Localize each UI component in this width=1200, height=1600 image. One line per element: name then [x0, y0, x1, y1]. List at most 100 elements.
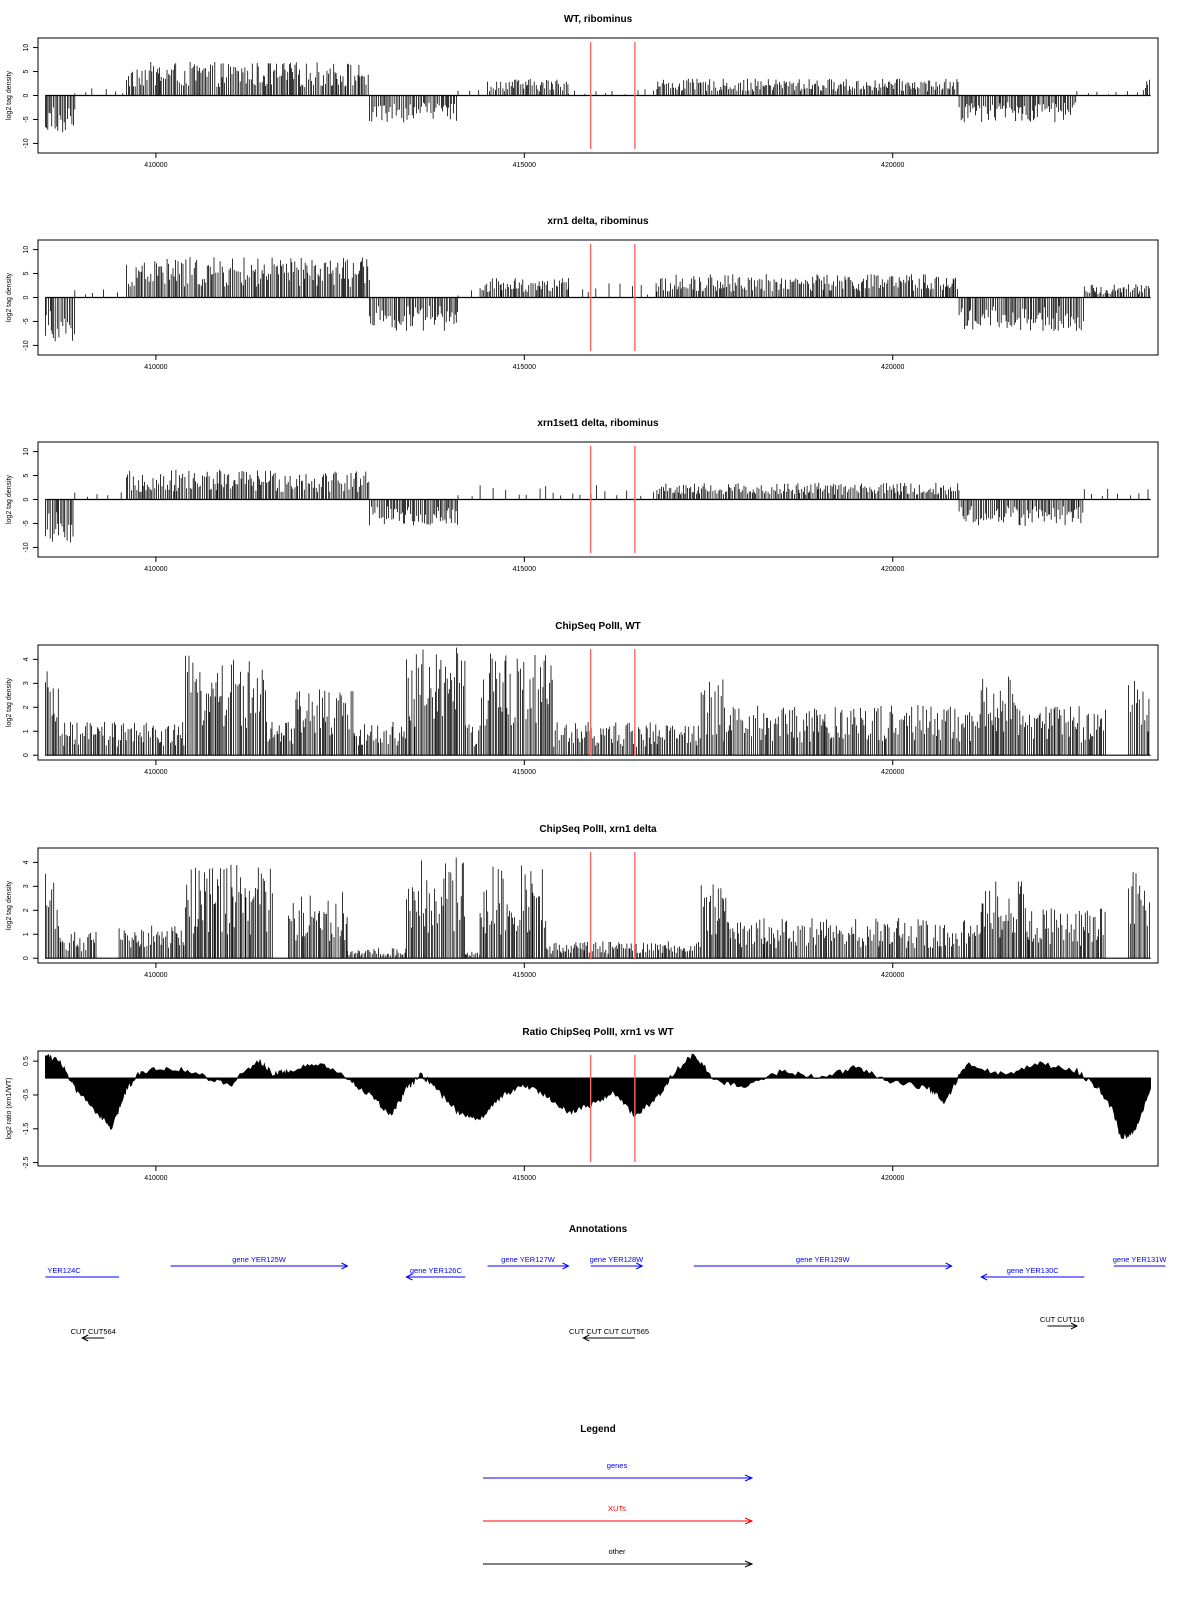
arrow-icon [635, 1262, 644, 1270]
y-tick-label: -10 [23, 542, 30, 552]
y-axis-label: log2 tag density [6, 677, 13, 727]
feature-label: gene YER131W [1113, 1255, 1168, 1264]
feature-label: CUT CUT116 [1040, 1315, 1085, 1324]
plot-frame [37, 847, 1159, 964]
y-tick-label: -5 [23, 520, 30, 526]
data-series [45, 62, 1151, 133]
y-tick-label: 2 [23, 908, 30, 912]
y-tick-label: 0 [23, 295, 30, 299]
x-tick-label: 410000 [144, 972, 167, 979]
y-tick-label: -2.5 [23, 1156, 30, 1168]
y-tick-label: 4 [23, 860, 30, 864]
feature-label: YER124C [47, 1266, 81, 1275]
x-tick-label: 410000 [144, 566, 167, 573]
data-series [45, 647, 1151, 756]
data-series [45, 257, 1151, 342]
chart-panel-5: Ratio ChipSeq PolII, xrn1 vs WT -2.5 -1.5 -… [6, 1027, 1159, 1182]
feature-label: gene YER128W [590, 1255, 645, 1264]
annotation-feature: gene YER127W [487, 1255, 570, 1270]
feature-label: gene YER129W [796, 1255, 851, 1264]
y-tick-label: 0 [23, 497, 30, 501]
arrow-icon [562, 1262, 570, 1270]
chart-panel-0: WT, ribominus -10 -5 0 5 10 log2 tag density 41… [6, 14, 1159, 169]
annotation-feature: gene YER131W [1113, 1255, 1168, 1267]
chart-title: WT, ribominus [564, 14, 633, 25]
chart-title: ChipSeq PolII, WT [555, 621, 641, 632]
legend-item: XUTs [483, 1504, 754, 1525]
y-tick-label: 1 [23, 932, 30, 936]
annotation-feature: YER124C [45, 1266, 120, 1278]
arrow-icon [1070, 1322, 1079, 1330]
x-tick-label: 420000 [881, 1175, 904, 1182]
x-tick-label: 415000 [513, 566, 536, 573]
y-tick-label: 4 [23, 657, 30, 661]
y-tick-label: 0 [23, 753, 30, 757]
legend-item: genes [483, 1461, 754, 1482]
x-tick-label: 415000 [513, 769, 536, 776]
y-axis-label: log2 tag density [6, 474, 13, 524]
feature-label: CUT CUT CUT CUT565 [569, 1327, 649, 1336]
y-tick-label: 1 [23, 729, 30, 733]
legend-label: XUTs [608, 1504, 626, 1513]
feature-label: CUT CUT564 [71, 1327, 116, 1336]
x-tick-label: 415000 [513, 162, 536, 169]
x-tick-label: 410000 [144, 162, 167, 169]
plot-frame [37, 1050, 1159, 1167]
y-tick-label: -5 [23, 116, 30, 122]
x-tick-label: 415000 [513, 364, 536, 371]
arrow-icon [341, 1262, 349, 1270]
arrow-icon [744, 1474, 754, 1482]
chart-title: xrn1set1 delta, ribominus [537, 418, 659, 429]
arrow-icon [582, 1334, 590, 1342]
legend: Legend genes XUTs other [483, 1424, 754, 1568]
y-tick-label: 3 [23, 681, 30, 685]
x-tick-label: 415000 [513, 972, 536, 979]
x-tick-label: 420000 [881, 972, 904, 979]
y-tick-label: -1.5 [23, 1123, 30, 1135]
x-tick-label: 410000 [144, 364, 167, 371]
annotation-feature: gene YER126C [405, 1266, 466, 1281]
x-tick-label: 420000 [881, 162, 904, 169]
y-tick-label: -5 [23, 318, 30, 324]
arrow-icon [744, 1517, 754, 1525]
ratio-area [45, 1053, 1151, 1140]
chart-panel-1: xrn1 delta, ribominus -10 -5 0 5 10 log2 tag d… [6, 216, 1159, 371]
chart-panel-4: ChipSeq PolII, xrn1 delta 0 1 2 3 4 log2 tag d… [6, 824, 1159, 979]
y-tick-label: 10 [23, 448, 30, 456]
y-tick-label: -0.5 [23, 1089, 30, 1101]
feature-label: gene YER127W [501, 1255, 556, 1264]
x-tick-label: 420000 [881, 364, 904, 371]
y-tick-label: -10 [23, 340, 30, 350]
x-tick-label: 420000 [881, 769, 904, 776]
y-tick-label: 5 [23, 473, 30, 477]
annotations-track: Annotations YER124C gene YER125W gene YER12… [45, 1224, 1168, 1342]
arrow-icon [81, 1334, 89, 1342]
y-tick-label: 10 [23, 246, 30, 254]
y-tick-label: 10 [23, 44, 30, 52]
legend-title: Legend [580, 1424, 616, 1435]
arrow-icon [405, 1273, 413, 1281]
annotation-feature: gene YER125W [170, 1255, 349, 1270]
legend-label: other [608, 1547, 626, 1556]
chart-title: xrn1 delta, ribominus [547, 216, 649, 227]
annotation-feature: CUT CUT116 [1040, 1315, 1085, 1330]
legend-label: genes [607, 1461, 628, 1470]
annotation-feature: CUT CUT CUT CUT565 [569, 1327, 649, 1342]
chart-title: Ratio ChipSeq PolII, xrn1 vs WT [522, 1027, 673, 1038]
y-tick-label: 0 [23, 93, 30, 97]
y-tick-label: 5 [23, 271, 30, 275]
annotation-feature: gene YER130C [980, 1266, 1085, 1281]
y-tick-label: 3 [23, 884, 30, 888]
data-series [45, 1053, 1151, 1140]
chart-title: ChipSeq PolII, xrn1 delta [539, 824, 657, 835]
chart-panel-2: xrn1set1 delta, ribominus -10 -5 0 5 10 log2 t… [6, 418, 1159, 573]
arrow-icon [744, 1560, 754, 1568]
feature-label: gene YER126C [410, 1266, 463, 1275]
annotation-feature: gene YER128W [590, 1255, 645, 1270]
y-axis-label: log2 ratio (xrn1/WT) [6, 1078, 13, 1140]
y-tick-label: 2 [23, 705, 30, 709]
annotations-title: Annotations [569, 1224, 628, 1235]
chart-panel-3: ChipSeq PolII, WT 0 1 2 3 4 log2 tag density 41… [6, 621, 1159, 776]
y-axis-label: log2 tag density [6, 880, 13, 930]
